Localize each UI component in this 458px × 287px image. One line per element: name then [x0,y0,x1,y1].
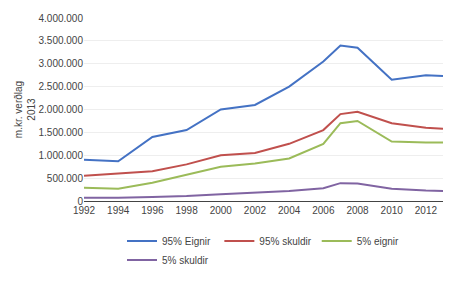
svg-text:1994: 1994 [107,205,130,216]
svg-text:2002: 2002 [244,205,267,216]
svg-text:95% Eignir: 95% Eignir [162,236,211,247]
svg-text:2004: 2004 [278,205,301,216]
svg-text:2000: 2000 [210,205,233,216]
svg-text:5% eignir: 5% eignir [357,236,399,247]
svg-text:4.000.000: 4.000.000 [39,13,84,24]
svg-text:1.000.000: 1.000.000 [39,150,84,161]
svg-text:1992: 1992 [73,205,96,216]
svg-text:3.000.000: 3.000.000 [39,58,84,69]
svg-text:1996: 1996 [141,205,164,216]
svg-text:2.000.000: 2.000.000 [39,104,84,115]
svg-text:95% skuldir: 95% skuldir [259,236,311,247]
svg-text:2010: 2010 [381,205,404,216]
svg-text:1998: 1998 [175,205,198,216]
svg-text:3.500.000: 3.500.000 [39,35,84,46]
svg-text:2008: 2008 [346,205,369,216]
svg-text:5% skuldir: 5% skuldir [162,255,209,266]
svg-text:m.kr. verðlag2013: m.kr. verðlag2013 [13,81,37,138]
svg-text:0: 0 [77,196,83,207]
svg-text:500.000: 500.000 [47,173,84,184]
svg-text:1.500.000: 1.500.000 [39,127,84,138]
svg-text:2.500.000: 2.500.000 [39,81,84,92]
svg-text:2012: 2012 [415,205,438,216]
svg-text:2006: 2006 [312,205,335,216]
